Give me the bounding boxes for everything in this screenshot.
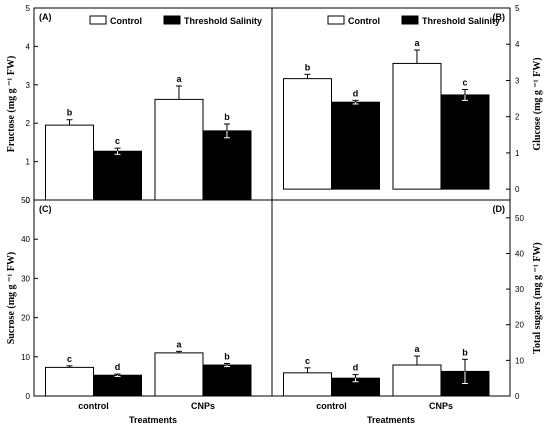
y-axis-label: Total sugars (mg g ⁻¹ FW): [532, 242, 543, 354]
y-tick-label: 1: [26, 158, 31, 167]
y-tick-label: 50: [515, 214, 524, 223]
legend-swatch: [401, 15, 419, 25]
plot-frame: [271, 199, 511, 397]
bar: [392, 62, 442, 190]
bar: [440, 94, 490, 190]
y-tick-label: 0: [515, 185, 520, 194]
bar: [283, 372, 332, 397]
y-tick-label: 0: [26, 392, 31, 401]
legend-label: Threshold Salinity: [422, 16, 500, 26]
significance-letter: a: [414, 344, 420, 354]
bar: [154, 98, 204, 201]
bar: [392, 364, 442, 397]
legend-swatch: [163, 15, 181, 25]
significance-letter: b: [462, 347, 468, 357]
bar: [93, 150, 142, 201]
y-tick-label: 40: [21, 235, 30, 244]
bar: [202, 364, 252, 397]
y-tick-label: 5: [515, 4, 520, 13]
y-tick-label: 30: [21, 274, 30, 283]
panel-c: 0 10 20 30 40 50 Sucrose (mg g ⁻¹ FW) (C) c a d b co…: [6, 196, 273, 425]
x-axis-label: Treatments: [129, 415, 177, 425]
y-tick-label: 5: [26, 4, 31, 13]
significance-letter: a: [414, 38, 420, 48]
significance-letter: c: [115, 136, 120, 146]
bar: [283, 78, 332, 190]
significance-letter: d: [115, 362, 121, 372]
panel-d: 0 10 20 30 40 50 Total sugars (mg g ⁻¹ FW) (D) c…: [271, 199, 543, 425]
y-tick-label: 10: [515, 356, 524, 365]
x-tick-label: control: [316, 401, 347, 411]
significance-letter: b: [224, 351, 230, 361]
legend-label: Control: [110, 16, 142, 26]
bar: [45, 366, 94, 397]
x-tick-label: control: [78, 401, 109, 411]
significance-letter: c: [462, 78, 467, 88]
y-tick-label: 2: [26, 119, 31, 128]
bar: [202, 130, 252, 201]
significance-letter: b: [67, 108, 73, 118]
panel-label: (C): [39, 204, 52, 214]
y-tick-label: 20: [515, 321, 524, 330]
significance-letter: b: [305, 62, 311, 72]
y-tick-label: 50: [21, 196, 30, 205]
y-axis-label: Sucrose (mg g ⁻¹ FW): [6, 252, 17, 345]
significance-letter: d: [353, 88, 359, 98]
y-axis-label: Glucose (mg g ⁻¹ FW): [532, 57, 543, 150]
y-tick-label: 30: [515, 285, 524, 294]
bar: [93, 374, 142, 397]
significance-letter: b: [224, 112, 230, 122]
legend-swatch: [327, 15, 345, 25]
panel-label: (A): [39, 12, 52, 22]
x-tick-label: CNPs: [429, 401, 453, 411]
panel-b: 0 1 2 3 4 5 Glucose (mg g ⁻¹ FW) (B) b a d c Control…: [271, 4, 543, 201]
panel-a: 0 1 2 3 4 5 Fructose (mg g ⁻¹ FW) (A) b a c b Contro…: [6, 4, 273, 205]
y-tick-label: 0: [515, 392, 520, 401]
significance-letter: c: [67, 354, 72, 364]
significance-letter: a: [176, 74, 182, 84]
y-tick-label: 2: [515, 113, 520, 122]
y-tick-label: 1: [515, 149, 520, 158]
y-tick-label: 3: [515, 76, 520, 85]
y-tick-label: 3: [26, 81, 31, 90]
y-tick-label: 20: [21, 314, 30, 323]
significance-letter: c: [305, 356, 310, 366]
x-axis-label: Treatments: [367, 415, 415, 425]
legend-label: Control: [348, 16, 380, 26]
bar: [45, 124, 94, 201]
significance-letter: d: [353, 363, 359, 373]
x-tick-label: CNPs: [191, 401, 215, 411]
panel-label: (D): [493, 204, 506, 214]
bar: [154, 352, 204, 397]
legend: Control Threshold Salinity: [89, 15, 262, 26]
y-tick-label: 4: [515, 40, 520, 49]
y-tick-label: 40: [515, 249, 524, 258]
y-tick-label: 10: [21, 353, 30, 362]
legend-label: Threshold Salinity: [184, 16, 262, 26]
legend: Control Threshold Salinity: [327, 15, 500, 26]
legend-swatch: [89, 15, 107, 25]
y-axis-label: Fructose (mg g ⁻¹ FW): [6, 56, 17, 153]
panel-label: (B): [493, 12, 506, 22]
y-tick-label: 4: [26, 42, 31, 51]
y-tick-label: 0: [26, 196, 31, 205]
significance-letter: a: [176, 339, 182, 349]
bar: [331, 101, 380, 190]
